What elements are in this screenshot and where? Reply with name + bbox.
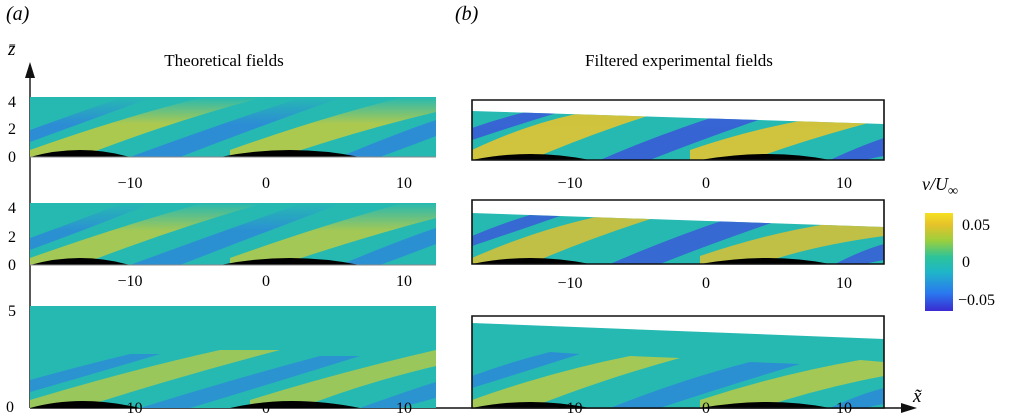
x-tick-left-row1-m10: −10 (117, 175, 142, 192)
colorbar-tick-max: 0.05 (962, 217, 990, 234)
z-axis-arrow (25, 62, 35, 78)
colorbar-gradient (925, 213, 953, 311)
colorbar: v/U∞ 0.05 0 −0.05 (922, 174, 995, 311)
x-tick-left-row2-m10: −10 (117, 273, 142, 290)
x-axis-label: x̃ (912, 386, 922, 407)
colorbar-tick-min: −0.05 (958, 292, 995, 309)
z-axis-label: z̄ (7, 39, 16, 60)
colorbar-title-main: v/U (922, 174, 949, 194)
x-tick-right-row1-m10: −10 (557, 175, 582, 192)
experiment-frame-3 (471, 315, 885, 409)
z-tick-row2-2: 2 (8, 229, 16, 246)
colorbar-title-sub: ∞ (948, 184, 958, 199)
z-tick-row3-0: 0 (6, 399, 14, 416)
right-title: Filtered experimental fields (585, 51, 773, 70)
x-tick-right-row1-0: 0 (702, 175, 710, 192)
x-tick-right-row2-10: 10 (836, 275, 852, 292)
experiment-field-2 (472, 213, 884, 264)
x-tick-right-row3-10: 10 (836, 400, 852, 417)
experiment-frame-2 (471, 199, 885, 265)
z-tick-row1-2: 2 (8, 121, 16, 138)
theory-field-3 (30, 306, 436, 408)
theory-field-2 (30, 203, 436, 265)
x-tick-left-row3-10: 10 (396, 400, 412, 417)
panel-label-b: (b) (455, 3, 479, 25)
x-tick-right-row2-m10: −10 (557, 275, 582, 292)
experiment-field-3 (472, 323, 884, 408)
x-tick-right-row2-0: 0 (702, 275, 710, 292)
z-tick-row2-4: 4 (8, 200, 16, 217)
z-tick-row3-5: 5 (8, 303, 16, 320)
x-tick-left-row2-10: 10 (396, 273, 412, 290)
x-axis-arrow (901, 403, 917, 413)
x-tick-left-row2-0: 0 (262, 273, 270, 290)
experiment-field-1 (472, 111, 884, 160)
x-tick-right-row3-0: 0 (702, 400, 710, 417)
x-tick-right-row3-m10: −10 (557, 400, 582, 417)
z-tick-row1-4: 4 (8, 94, 16, 111)
colorbar-tick-zero: 0 (962, 254, 970, 271)
z-tick-row1-0: 0 (8, 149, 16, 166)
x-tick-left-row3-0: 0 (262, 400, 270, 417)
x-tick-left-row1-10: 10 (396, 175, 412, 192)
x-tick-left-row1-0: 0 (262, 175, 270, 192)
x-tick-left-row3-m10: −10 (117, 400, 142, 417)
theory-field-1 (30, 97, 436, 157)
x-tick-right-row1-10: 10 (836, 175, 852, 192)
left-title: Theoretical fields (164, 51, 283, 70)
z-tick-row2-0: 0 (8, 257, 16, 274)
colorbar-title: v/U∞ (922, 174, 958, 199)
panel-label-a: (a) (6, 3, 30, 25)
experiment-frame-1 (471, 99, 885, 161)
